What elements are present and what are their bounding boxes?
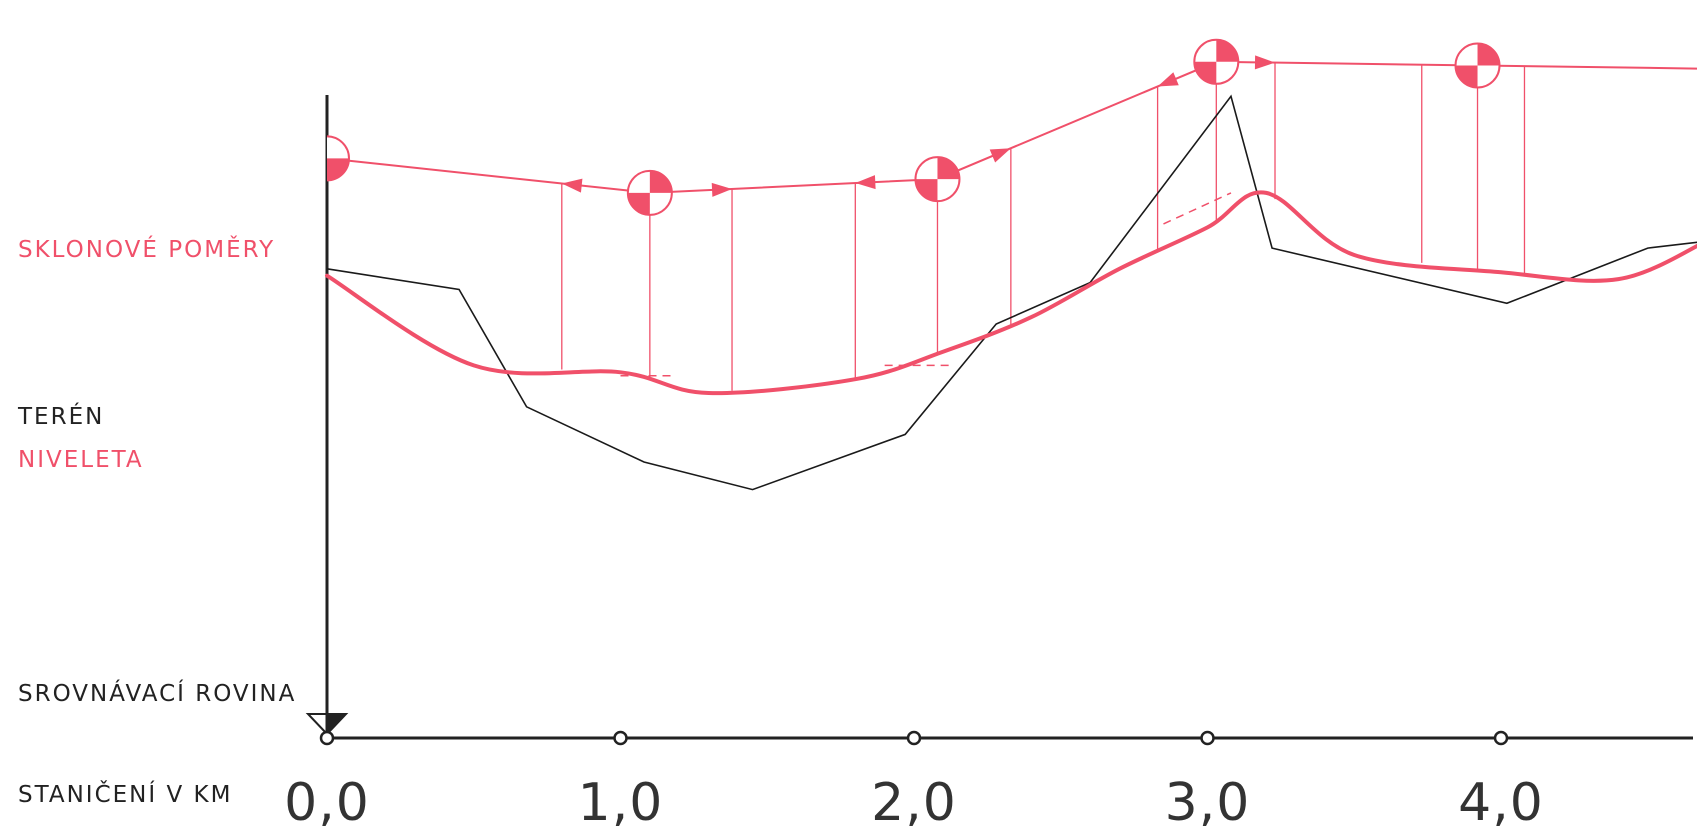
grade-line — [325, 190, 1697, 396]
slope-break-marker — [1193, 38, 1240, 85]
station-marker — [319, 730, 335, 746]
slope-diagram — [326, 38, 1697, 216]
stationing-ticks: 0,0 1,0 2,0 3,0 4,0 — [284, 730, 1544, 833]
grade-line-series — [325, 190, 1697, 396]
slope-break-marker — [326, 135, 350, 182]
station-marker — [906, 730, 922, 746]
stationing-label: STANIČENÍ V KM — [18, 780, 232, 808]
slope-arrow — [989, 148, 1011, 163]
slope-break-marker — [914, 156, 961, 203]
slope-arrow — [711, 182, 733, 197]
station-tick-label: 2,0 — [871, 773, 957, 833]
terrain-line — [326, 94, 1697, 491]
station-marker — [1200, 730, 1215, 746]
station-marker — [1493, 730, 1509, 746]
slope-verticals — [561, 61, 1526, 391]
datum-marker-fill — [327, 714, 346, 734]
station-tick-label: 4,0 — [1458, 773, 1544, 833]
slope-break-marker — [1454, 42, 1501, 89]
terrain-label: TERÉN — [17, 402, 104, 430]
slope-label: SKLONOVÉ POMĚRY — [18, 235, 275, 263]
slope-arrow — [1157, 72, 1179, 87]
slope-arrow — [855, 175, 876, 190]
tangent-guide — [1163, 192, 1232, 225]
slope-break-marker — [626, 169, 673, 216]
station-tick-label: 3,0 — [1165, 773, 1251, 833]
slope-arrow — [561, 178, 583, 193]
station-marker — [613, 730, 628, 746]
terrain-series — [326, 94, 1697, 491]
station-tick-label: 0,0 — [284, 773, 370, 833]
station-tick-label: 1,0 — [578, 773, 664, 833]
grade-line-label: NIVELETA — [18, 447, 144, 473]
slope-arrow — [1254, 55, 1276, 70]
datum-label: SROVNÁVACÍ ROVINA — [18, 679, 296, 707]
